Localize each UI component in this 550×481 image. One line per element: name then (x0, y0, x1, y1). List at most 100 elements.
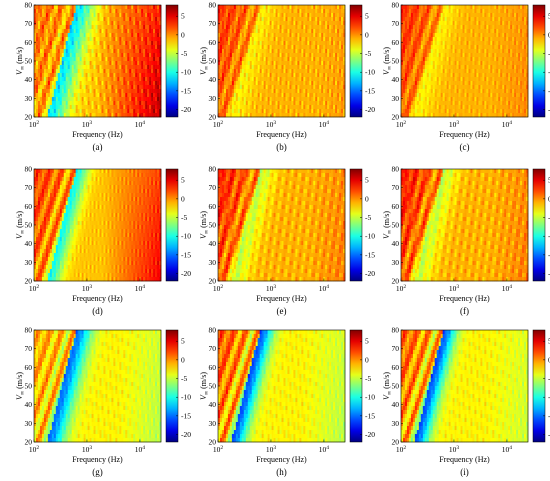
heatmap-cell (229, 85, 233, 90)
heatmap-cell (460, 49, 463, 54)
heatmap-cell (494, 37, 497, 42)
heatmap-cell (245, 81, 249, 86)
heatmap-cell (454, 41, 457, 46)
heatmap-cell (239, 85, 243, 90)
heatmap-cell (448, 41, 451, 46)
heatmap-cell (47, 109, 51, 114)
heatmap-cell (299, 81, 302, 86)
heatmap-cell (508, 77, 511, 82)
heatmap-cell (289, 101, 292, 106)
heatmap-cell (504, 45, 507, 50)
heatmap-cell (93, 89, 96, 94)
heatmap-cell (125, 53, 128, 58)
heatmap-cell (45, 17, 49, 22)
heatmap-cell (227, 93, 231, 98)
heatmap-cell (472, 81, 475, 86)
heatmap-cell (109, 17, 112, 22)
heatmap-cell (408, 69, 412, 74)
heatmap-cell (325, 85, 328, 90)
heatmap-cell (147, 13, 150, 18)
heatmap-cell (97, 77, 100, 82)
heatmap-cell (57, 93, 61, 98)
heatmap-cell (145, 85, 148, 90)
heatmap-cell (149, 69, 152, 74)
heatmap-cell (339, 113, 342, 118)
heatmap-cell (426, 73, 430, 78)
heatmap-cell (99, 85, 102, 90)
heatmap-cell (49, 25, 53, 30)
heatmap-cell (91, 73, 94, 78)
heatmap-cell (253, 93, 256, 98)
heatmap-cell (141, 9, 144, 14)
heatmap-cell (99, 73, 102, 78)
heatmap-cell (229, 69, 233, 74)
heatmap-cell (275, 25, 278, 30)
heatmap-cell (472, 61, 475, 66)
heatmap-cell (37, 9, 41, 14)
heatmap-cell (500, 9, 503, 14)
heatmap-cell (221, 5, 225, 10)
heatmap-cell (81, 65, 84, 70)
heatmap-cell (231, 57, 235, 62)
heatmap-cell (131, 97, 134, 102)
heatmap-cell (520, 69, 523, 74)
heatmap-cell (227, 21, 231, 26)
heatmap-cell (229, 25, 233, 30)
colorbar-tick-label: -20 (181, 105, 191, 114)
heatmap-cell (460, 9, 463, 14)
heatmap-cell (51, 97, 55, 102)
heatmap-cell (53, 33, 57, 38)
heatmap-cell (460, 85, 463, 90)
heatmap-cell (243, 61, 247, 66)
heatmap-cell (333, 13, 336, 18)
heatmap-cell (311, 89, 314, 94)
heatmap-cell (255, 5, 258, 10)
heatmap-cell (502, 49, 505, 54)
heatmap-cell (319, 105, 322, 110)
heatmap-cell (498, 61, 501, 66)
heatmap-cell (446, 9, 449, 14)
heatmap-cell (305, 85, 308, 90)
heatmap-cell (418, 81, 422, 86)
heatmap-cell (91, 29, 94, 34)
heatmap-cell (127, 45, 130, 50)
heatmap-cell (151, 41, 154, 46)
heatmap-cell (329, 13, 332, 18)
heatmap-cell (444, 85, 447, 90)
heatmap-cell (137, 41, 140, 46)
heatmap-cell (420, 53, 424, 58)
heatmap-cell (147, 17, 150, 22)
heatmap-cell (442, 37, 445, 42)
heatmap-cell (245, 61, 249, 66)
heatmap-cell (289, 9, 292, 14)
heatmap-cell (237, 89, 241, 94)
heatmap-cell (516, 57, 519, 62)
heatmap-cell (416, 73, 420, 78)
heatmap-cell (468, 53, 471, 58)
heatmap-cell (77, 5, 80, 10)
heatmap-cell (275, 5, 278, 10)
heatmap-cell (35, 37, 39, 42)
heatmap-cell (241, 33, 245, 38)
heatmap-cell (69, 101, 72, 106)
heatmap-cell (157, 37, 160, 42)
heatmap-cell (406, 61, 410, 66)
heatmap-cell (496, 85, 499, 90)
heatmap-cell (51, 93, 55, 98)
heatmap-cell (125, 69, 128, 74)
heatmap-cell (506, 49, 509, 54)
heatmap-cell (508, 5, 511, 10)
heatmap-cell (267, 45, 270, 50)
heatmap-cell (321, 113, 324, 118)
heatmap-cell (251, 89, 255, 94)
heatmap-cell (305, 53, 308, 58)
heatmap-cell (75, 89, 78, 94)
heatmap-cell (129, 77, 132, 82)
heatmap-cell (285, 65, 288, 70)
heatmap-cell (277, 113, 280, 118)
heatmap-cell (454, 17, 457, 22)
x-tick-label: 103 (82, 120, 93, 129)
heatmap-cell (119, 65, 122, 70)
heatmap-cell (49, 81, 53, 86)
heatmap-cell (307, 81, 310, 86)
